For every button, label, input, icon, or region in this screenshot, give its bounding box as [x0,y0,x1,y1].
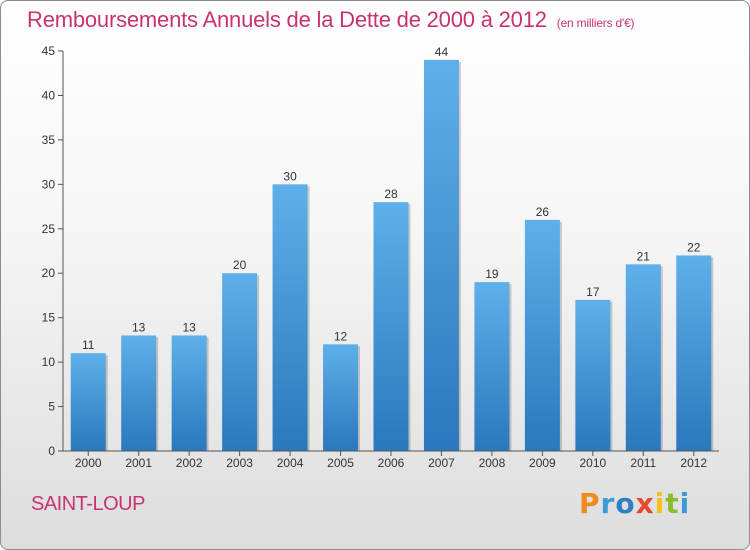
bar-2005 [323,344,359,451]
bar-value-label: 17 [586,285,600,299]
bar-2007 [423,59,459,452]
bar-2008 [474,282,510,451]
x-tick-label: 2011 [630,456,656,470]
y-tick-label: 45 [42,44,56,58]
logo-letter: i [654,487,666,520]
bar-2010 [575,299,611,451]
y-tick-label: 35 [42,133,56,147]
bar-value-label: 13 [132,320,146,334]
x-tick-label: 2010 [579,456,606,470]
bar-value-label: 11 [82,338,95,352]
bar-value-label: 44 [435,45,449,59]
chart-subtitle: (en milliers d'€) [556,16,635,30]
y-tick-label: 5 [48,400,55,414]
y-tick-label: 15 [42,311,56,325]
bar-2006 [373,202,409,451]
bar-2004 [272,184,308,452]
x-tick-label: 2009 [529,456,556,470]
logo-letter: r [600,487,616,520]
y-tick-label: 20 [42,266,56,280]
bar-2001 [121,335,157,451]
bar-value-label: 30 [283,169,297,183]
bar-2012 [676,255,712,451]
chart-title-text: Remboursements Annuels de la Dette de 20… [27,7,547,32]
x-tick-label: 2007 [428,456,455,470]
proxiti-logo: Proxiti [579,487,690,520]
bar-value-label: 12 [334,329,348,343]
x-tick-label: 2006 [378,456,405,470]
x-tick-label: 2003 [226,456,253,470]
y-tick-label: 30 [42,177,56,191]
bar-value-label: 28 [384,187,398,201]
logo-letter: t [665,487,680,520]
bar-2011 [625,264,661,451]
bar-value-label: 26 [536,205,550,219]
x-tick-label: 2002 [176,456,203,470]
bar-value-label: 22 [687,240,701,254]
logo-letter: i [679,487,691,520]
bar-2000 [70,353,106,451]
y-tick-label: 0 [48,444,55,458]
bar-value-label: 13 [182,320,196,334]
bar-value-label: 20 [233,258,247,272]
x-tick-label: 2004 [277,456,304,470]
chart-title: Remboursements Annuels de la Dette de 20… [27,7,635,33]
x-tick-label: 2005 [327,456,354,470]
bar-2009 [524,219,560,451]
location-name: SAINT-LOUP [31,493,145,515]
x-tick-label: 2012 [680,456,707,470]
logo-letter: P [579,487,601,520]
bar-2003 [222,273,258,451]
bar-2002 [171,335,207,451]
y-tick-label: 25 [42,222,56,236]
x-tick-label: 2001 [125,456,152,470]
bar-value-label: 21 [637,249,651,263]
x-tick-label: 2000 [75,456,102,470]
x-tick-label: 2008 [479,456,506,470]
y-tick-label: 10 [42,355,56,369]
logo-letter: o [615,487,636,520]
logo-letter: x [635,487,655,520]
bar-value-label: 19 [485,267,499,281]
y-tick-label: 40 [42,88,56,102]
